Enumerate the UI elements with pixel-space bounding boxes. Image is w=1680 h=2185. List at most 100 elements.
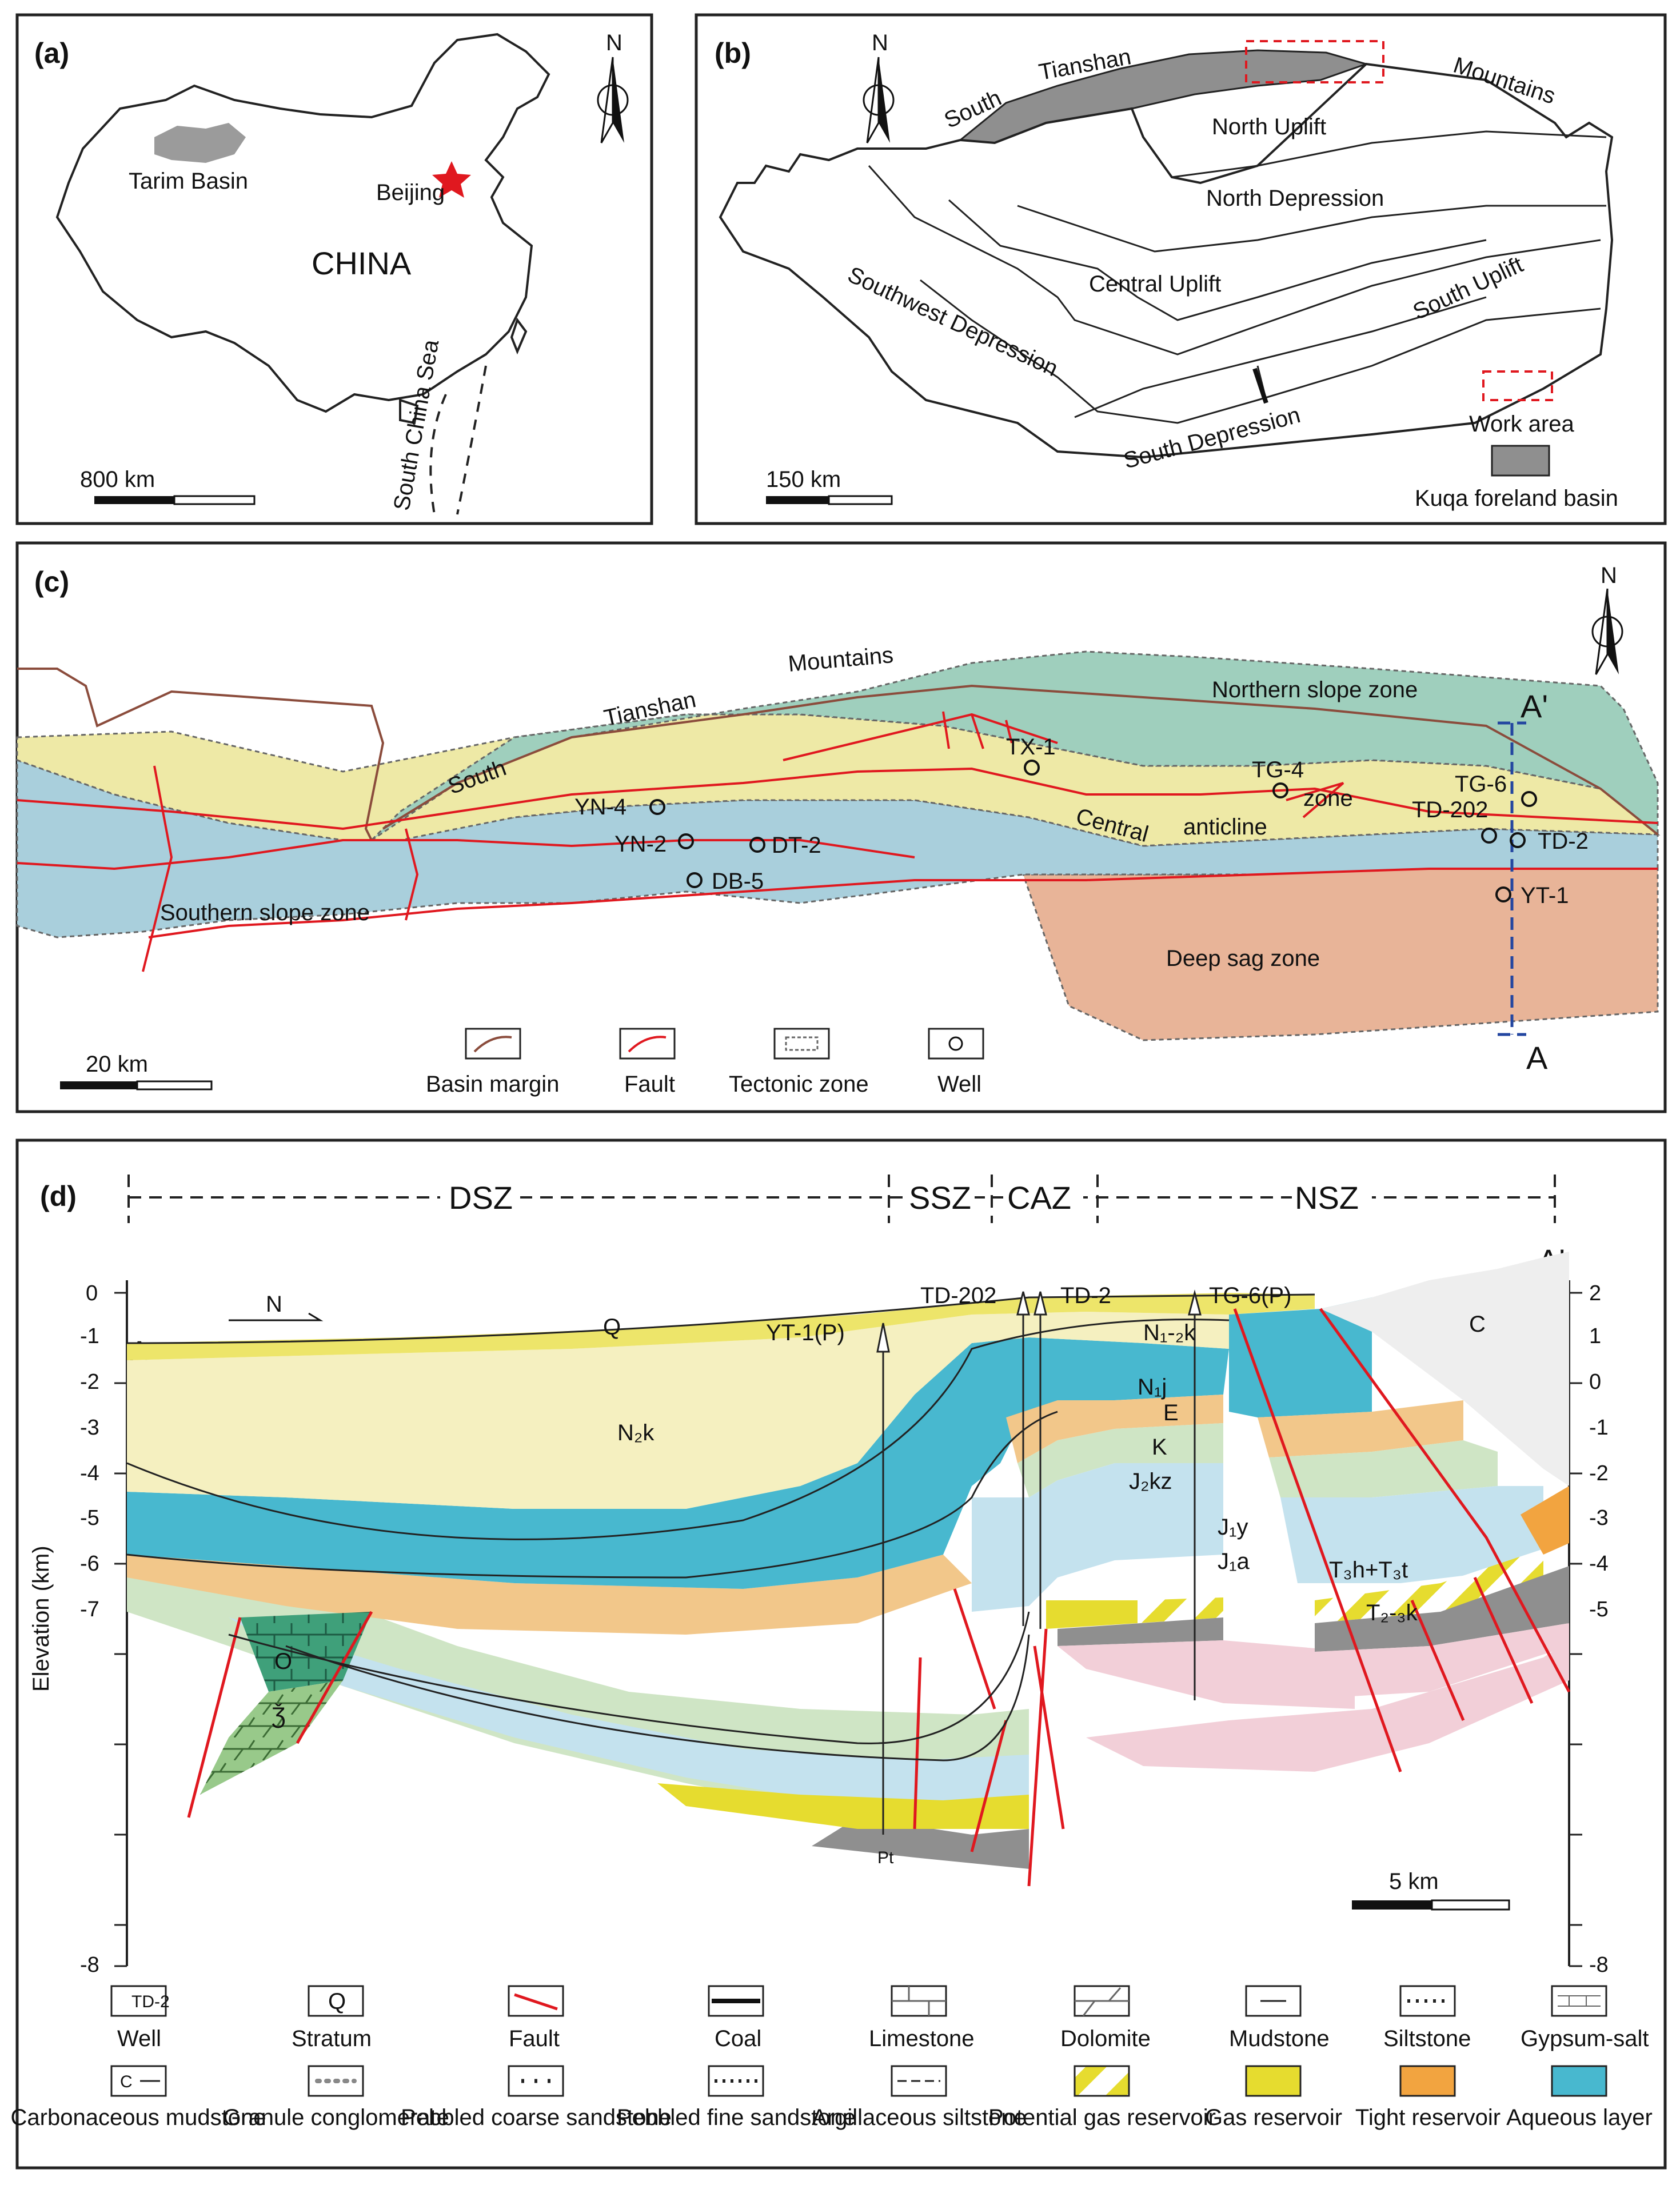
legend-pebbled-fine-icon (708, 2065, 764, 2097)
svg-text:Carbonaceous mudstone: Carbonaceous mudstone (11, 2105, 266, 2130)
svg-text:Pebbled coarse sandstone: Pebbled coarse sandstone (401, 2105, 672, 2130)
svg-text:0: 0 (86, 1281, 98, 1305)
layer-aqueous (127, 1337, 1229, 1589)
zone-header-line (127, 1175, 1556, 1223)
c-a-prime-label: A' (1521, 688, 1548, 724)
legend-well-icon-text: TD-2 (131, 1992, 170, 2011)
svg-text:-5: -5 (80, 1506, 99, 1530)
svg-text:Aqueous layer: Aqueous layer (1506, 2105, 1653, 2130)
section-well-tg6: TG-6(P) (1209, 1283, 1291, 1308)
panel-d: (d) DSZ SSZ CAZ NSZ 0 -1 -2 -3 -4 -5 -6 … (15, 1139, 1667, 2170)
caz-k (1017, 1423, 1223, 1497)
strata-labels: Q N₂k N₁-₂k N₁j E K J₂kz J₁y J₁a T₃h+T₃t… (272, 1312, 1486, 1867)
well-db5: DB-5 (712, 869, 764, 894)
svg-text:0: 0 (1589, 1370, 1601, 1394)
svg-text:-7: -7 (80, 1597, 99, 1621)
caz-gas-solid (1046, 1600, 1138, 1629)
panel-a-scale-bar-white (173, 495, 256, 505)
well-td2: TD-2 (1538, 829, 1589, 854)
svg-text:N: N (872, 30, 888, 55)
legend-aqueous-icon (1551, 2065, 1607, 2097)
panel-b-scale-bar-black (766, 496, 829, 504)
section-well-td2: TD-2 (1060, 1283, 1111, 1308)
svg-text:C: C (1469, 1312, 1486, 1337)
legend-kuqa-label: Kuqa foreland basin (1415, 486, 1618, 511)
caz-grey (1058, 1617, 1223, 1646)
nsz-orange (1521, 1486, 1569, 1555)
legend-c-fault-icon (619, 1028, 676, 1060)
right-tick-labels: 2 1 0 -1 -2 -3 -4 -5 -8 (1589, 1281, 1609, 1977)
svg-text:Pebbled fine sandstone: Pebbled fine sandstone (617, 2105, 856, 2130)
sea-dashed-line (429, 365, 487, 515)
svg-text:-1: -1 (1589, 1416, 1609, 1440)
svg-text:N₂k: N₂k (617, 1420, 655, 1445)
svg-text:Tight reservoir: Tight reservoir (1355, 2105, 1501, 2130)
panel-c: (c) A' A South Tianshan Mountains Northe… (15, 541, 1667, 1113)
panel-b-scale-label: 150 km (766, 467, 841, 492)
legend-work-area-icon (1482, 370, 1553, 401)
legend-c-zone-icon (773, 1028, 830, 1060)
northern-slope-label: Northern slope zone (1212, 677, 1418, 702)
svg-text:Pt: Pt (877, 1848, 894, 1867)
svg-text:2: 2 (1589, 1281, 1601, 1305)
well-td202: TD-202 (1412, 797, 1488, 822)
svg-text:Gas reservoir: Gas reservoir (1205, 2105, 1342, 2130)
boundary-lines (868, 108, 1607, 424)
svg-text:Ǯ: Ǯ (272, 1703, 285, 1728)
legend-c-well-icon (928, 1028, 984, 1060)
legend-work-area-label: Work area (1469, 412, 1575, 437)
c-a-label: A (1526, 1040, 1548, 1076)
legend-gas-icon (1245, 2065, 1302, 2097)
basin-margin-line (17, 668, 1659, 841)
well-tx1: TX-1 (1006, 734, 1056, 760)
taiwan-island (510, 317, 528, 355)
svg-text:Siltstone: Siltstone (1383, 2026, 1471, 2051)
section-line-aa (1498, 721, 1526, 1036)
nsz-green (1269, 1440, 1498, 1497)
carboniferous-block (1320, 1252, 1569, 1486)
panel-d-label: (d) (40, 1180, 77, 1212)
legend-well-icon (110, 1985, 167, 2017)
tarim-basin-shape (154, 123, 246, 163)
panel-c-scale-bar-white (136, 1080, 213, 1090)
tarim-label: Tarim Basin (129, 169, 248, 194)
section-derrick-icons (876, 1289, 1202, 1353)
legend-tight-icon (1399, 2065, 1456, 2097)
well-markers (649, 760, 1537, 902)
legend-potential-gas-icon (1074, 2065, 1130, 2097)
well-dt2: DT-2 (772, 833, 821, 858)
fault-lines (17, 711, 1658, 972)
layer-grey-deep (812, 1817, 1029, 1869)
panel-a-frame (15, 13, 653, 525)
section-contours (126, 1293, 1315, 1761)
north-uplift-label: North Uplift (1212, 114, 1326, 139)
svg-text:E: E (1163, 1400, 1179, 1425)
well-yn2: YN-2 (614, 832, 667, 857)
well-tg6: TG-6 (1455, 772, 1507, 797)
panel-b-frame (695, 13, 1667, 525)
panel-a: (a) Tarim Basin Beijing CHINA South Chin… (15, 13, 653, 525)
nsz-tight (1258, 1400, 1463, 1457)
nsz-gas-hatch (1315, 1549, 1543, 1623)
section-well-bores (882, 1312, 1196, 1835)
layer-pink (1086, 1640, 1569, 1772)
svg-text:J₂kz: J₂kz (1129, 1469, 1172, 1494)
svg-text:N₁-₂k: N₁-₂k (1143, 1320, 1196, 1345)
panel-d-scale-bar-black (1352, 1900, 1432, 1910)
legend-row1-labels: Well Stratum Fault Coal Limestone Dolomi… (117, 2026, 1649, 2051)
elevation-ticks (114, 1292, 1582, 1967)
layer-n2k (127, 1312, 1229, 1509)
legend-gypsum-icon (1551, 1985, 1607, 2017)
panel-c-label: (c) (34, 566, 69, 598)
svg-text:Dolomite: Dolomite (1060, 2026, 1151, 2051)
svg-text:N: N (1601, 563, 1617, 588)
caz-j2kz (972, 1463, 1223, 1612)
svg-text:J₁y: J₁y (1218, 1515, 1248, 1540)
svg-text:-4: -4 (80, 1461, 99, 1485)
svg-text:Well: Well (117, 2026, 161, 2051)
svg-text:1: 1 (1589, 1324, 1601, 1348)
layer-tight-band (127, 1555, 972, 1635)
legend-c-fault: Fault (624, 1072, 675, 1097)
panel-a-scale-bar-black (94, 496, 174, 504)
